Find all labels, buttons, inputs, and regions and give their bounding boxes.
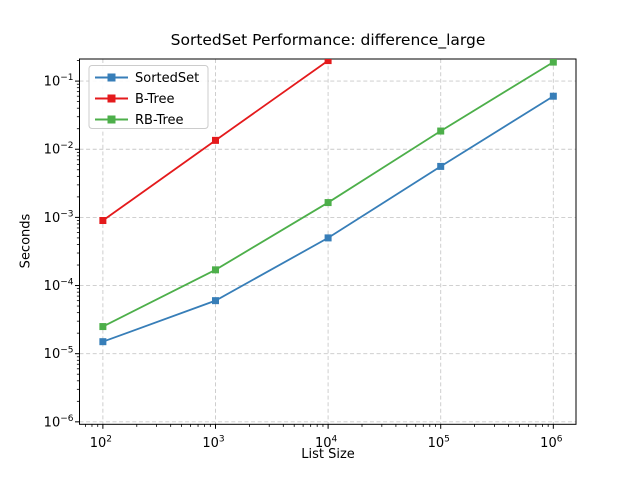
data-point-marker bbox=[549, 59, 557, 66]
series-rb-tree bbox=[99, 59, 557, 331]
series-sortedset bbox=[99, 92, 557, 346]
series-group bbox=[99, 59, 557, 346]
x-tick-label: 103 bbox=[202, 435, 224, 452]
legend-label: SortedSet bbox=[135, 71, 199, 86]
data-point-marker bbox=[437, 162, 445, 170]
legend-box bbox=[88, 65, 209, 129]
data-point-marker bbox=[99, 338, 107, 346]
data-point-marker bbox=[324, 234, 332, 242]
legend: SortedSet B-Tree RB-Tree bbox=[88, 65, 209, 129]
tick-labels: 102 103 104 105 106 10−6 10−5 10−4 10−3 10−2 10−1 bbox=[44, 73, 563, 451]
y-tick-label: 10−2 bbox=[44, 141, 74, 158]
data-point-marker bbox=[549, 92, 557, 100]
y-tick-label: 10−6 bbox=[44, 414, 74, 431]
y-tick-label: 10−4 bbox=[44, 278, 74, 295]
legend-marker-swatch bbox=[107, 94, 116, 103]
legend-entry-b-tree: B-Tree bbox=[95, 92, 175, 107]
series-b-tree bbox=[99, 59, 332, 225]
legend-marker-swatch bbox=[107, 73, 116, 82]
legend-label: RB-Tree bbox=[135, 113, 184, 128]
axis-ticks bbox=[75, 80, 554, 429]
x-tick-label: 105 bbox=[428, 435, 450, 452]
x-tick-label: 104 bbox=[315, 435, 338, 452]
data-point-marker bbox=[324, 59, 332, 65]
data-point-marker bbox=[437, 127, 445, 135]
data-point-marker bbox=[99, 217, 107, 225]
legend-label: B-Tree bbox=[135, 92, 175, 107]
legend-entry-rb-tree: RB-Tree bbox=[95, 113, 184, 128]
x-tick-label: 102 bbox=[90, 435, 112, 452]
x-axis-label: List Size bbox=[301, 447, 355, 462]
data-point-marker bbox=[211, 266, 219, 274]
data-point-marker bbox=[211, 136, 219, 144]
y-tick-label: 10−3 bbox=[44, 209, 74, 226]
legend-marker-swatch bbox=[107, 115, 116, 124]
data-point-marker bbox=[99, 323, 107, 331]
y-tick-label: 10−5 bbox=[44, 346, 74, 363]
data-point-marker bbox=[211, 297, 219, 305]
chart-title: SortedSet Performance: difference_large bbox=[170, 31, 486, 49]
data-point-marker bbox=[324, 199, 332, 207]
y-tick-label: 10−1 bbox=[44, 73, 74, 90]
legend-entry-sortedset: SortedSet bbox=[95, 71, 199, 86]
x-tick-label: 106 bbox=[540, 435, 563, 452]
